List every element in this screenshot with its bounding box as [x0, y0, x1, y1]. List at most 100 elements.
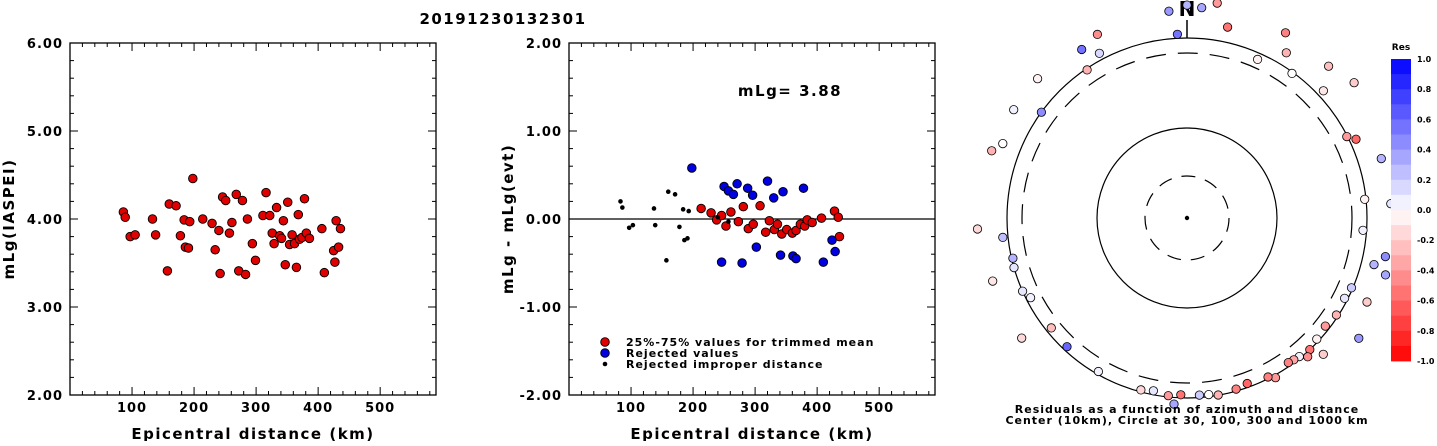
station-residual-point [1092, 29, 1103, 40]
data-point-2575 [733, 216, 744, 227]
colorbar-tick-label: 0.6 [1417, 115, 1432, 124]
data-point-series [215, 268, 225, 279]
data-point-series [240, 269, 251, 280]
data-point-series [282, 197, 293, 208]
colorbar-segment [1391, 255, 1411, 271]
y-tick-label: -2.00 [520, 389, 562, 404]
colorbar-segment [1391, 330, 1411, 347]
data-point-2575 [738, 201, 749, 212]
data-point-series [304, 233, 315, 244]
station-residual-point [1354, 333, 1364, 343]
colorbar-segment [1391, 225, 1411, 241]
station-residual-point [1194, 390, 1205, 400]
data-point-Rejected [652, 222, 658, 228]
colorbar-segment [1391, 300, 1411, 317]
data-point-Rejected [665, 189, 671, 195]
data-point-Rejected [618, 199, 623, 204]
station-residual-point [1008, 253, 1018, 263]
data-point-Rejected [751, 242, 762, 252]
x-tick-label: 300 [740, 401, 770, 416]
polar-100km-circle [1096, 127, 1278, 309]
colorbar-segment [1391, 119, 1411, 135]
data-point-series [183, 243, 194, 253]
data-point-series [188, 173, 198, 184]
x-tick-label: 100 [117, 401, 147, 416]
station-residual-point [1009, 105, 1019, 115]
data-point-2575 [706, 208, 716, 218]
x-tick-label: 400 [303, 401, 333, 416]
legend-entry: Rejected values [626, 347, 739, 360]
data-point-Rejected [747, 190, 758, 200]
colorbar-tick-label: 0.0 [1417, 206, 1432, 215]
legend-marker [600, 337, 610, 347]
data-point-Rejected [726, 219, 731, 224]
data-point-series [299, 194, 310, 204]
station-residual-point [1176, 390, 1186, 400]
data-point-series [291, 262, 302, 273]
data-point-Rejected [742, 183, 753, 193]
station-residual-point [1253, 54, 1263, 65]
colorbar-segment [1391, 345, 1411, 362]
data-point-series [280, 260, 291, 270]
colorbar-tick-label: -1.0 [1417, 357, 1435, 366]
figure-title: 20191230132301 [419, 10, 586, 28]
data-point-Rejected [737, 258, 747, 268]
data-point-Rejected [626, 225, 632, 231]
colorbar-tick-label: 0.4 [1417, 146, 1432, 155]
x-tick-label: 400 [802, 401, 832, 416]
data-point-series [333, 242, 344, 252]
data-point-series [214, 225, 224, 236]
data-point-2575 [755, 201, 765, 211]
x-tick-label: 200 [179, 401, 209, 416]
data-point-Rejected [798, 183, 809, 193]
y-tick-label: 6.00 [27, 37, 63, 52]
magnitude-annotation: mLg= 3.88 [738, 82, 842, 100]
station-residual-point [1036, 107, 1047, 117]
colorbar-segment [1391, 285, 1411, 301]
data-point-series [242, 214, 253, 224]
station-residual-point [1212, 0, 1222, 8]
station-residual-point [988, 276, 998, 286]
station-residual-point [998, 232, 1008, 242]
data-point-2575 [726, 207, 736, 217]
residual-colorbar: Res 1.0 0.8 0.6 0.4 0.2 0.0 -0.2 -0.4 -0.6 -0.8 -1.… [1391, 43, 1435, 366]
station-residual-point [1062, 342, 1072, 352]
x-tick-label: 500 [864, 401, 894, 416]
station-residual-point [1380, 270, 1391, 280]
station-residual-point [1242, 378, 1252, 389]
data-point-Rejected [827, 235, 837, 245]
station-residual-point [972, 224, 983, 234]
polar-30km-circle [1144, 175, 1230, 261]
station-residual-point [1172, 29, 1183, 39]
data-point-series [317, 223, 327, 234]
station-residual-point [1380, 252, 1391, 262]
colorbar-segment [1391, 270, 1411, 286]
data-point-series [120, 212, 130, 222]
data-point-Rejected [728, 189, 739, 200]
y-tick-label: 5.00 [27, 125, 63, 140]
data-point-series [210, 245, 220, 255]
data-point-Rejected [715, 214, 721, 220]
data-point-series [207, 218, 217, 229]
station-residual-point [1046, 323, 1056, 333]
station-residual-point [1033, 74, 1043, 84]
colorbar-tick-label: 1.0 [1417, 55, 1432, 64]
data-point-series [198, 214, 208, 224]
y-tick-label: 1.00 [526, 125, 562, 140]
data-point-series [220, 195, 231, 206]
station-residual-point [1136, 385, 1146, 395]
data-point-series [335, 223, 346, 234]
station-residual-point [1303, 352, 1313, 362]
data-point-series [271, 202, 282, 213]
colorbar-segment [1391, 89, 1411, 105]
station-residual-point [1318, 349, 1328, 359]
data-point-2575 [833, 212, 843, 222]
data-point-Rejected [830, 246, 840, 257]
colorbar-segment [1391, 134, 1411, 150]
magnitude-vs-distance-plot: 100 200 300 400 500 2.00 3.00 4.00 5.00 6.00 Epice… [0, 37, 437, 443]
colorbar-segment [1391, 240, 1411, 256]
y-axis-label: mLg - mLg(evt) [499, 144, 517, 294]
